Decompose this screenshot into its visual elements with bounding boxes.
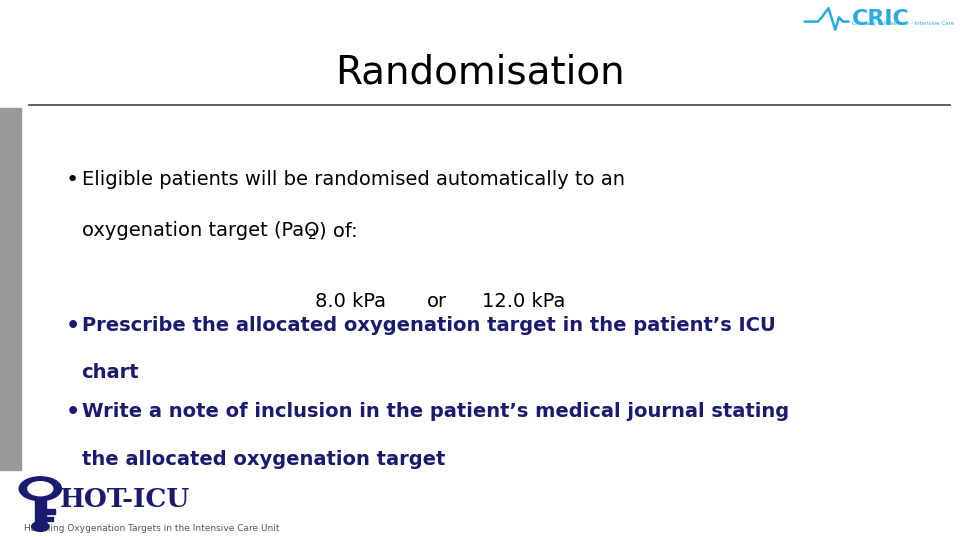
Text: the allocated oxygenation target: the allocated oxygenation target: [82, 450, 445, 469]
Text: oxygenation target (PaO: oxygenation target (PaO: [82, 221, 319, 240]
Text: •: •: [65, 316, 80, 336]
Text: Randomisation: Randomisation: [335, 54, 625, 92]
Text: HOT-ICU: HOT-ICU: [60, 487, 190, 512]
Circle shape: [28, 482, 53, 496]
Bar: [46, 509, 55, 514]
Text: 12.0 kPa: 12.0 kPa: [482, 292, 564, 310]
Text: Handling Oxygenation Targets in the Intensive Care Unit: Handling Oxygenation Targets in the Inte…: [24, 524, 279, 532]
Text: Critically Ill Research · Intensive Care: Critically Ill Research · Intensive Care: [852, 21, 953, 25]
Bar: [35, 499, 46, 525]
Circle shape: [32, 522, 49, 531]
Text: ) of:: ) of:: [319, 221, 357, 240]
Bar: [0, 108, 21, 470]
Text: •: •: [65, 402, 80, 422]
Text: chart: chart: [82, 363, 139, 382]
Text: 2: 2: [308, 228, 317, 242]
Text: Prescribe the allocated oxygenation target in the patient’s ICU: Prescribe the allocated oxygenation targ…: [82, 316, 776, 335]
Text: 8.0 kPa: 8.0 kPa: [315, 292, 386, 310]
Text: Eligible patients will be randomised automatically to an: Eligible patients will be randomised aut…: [82, 170, 625, 189]
Text: Write a note of inclusion in the patient’s medical journal stating: Write a note of inclusion in the patient…: [82, 402, 789, 421]
Circle shape: [19, 477, 61, 501]
Bar: [46, 517, 53, 521]
Text: CRIC: CRIC: [852, 9, 909, 29]
Text: •: •: [65, 170, 79, 190]
Text: or: or: [427, 292, 446, 310]
